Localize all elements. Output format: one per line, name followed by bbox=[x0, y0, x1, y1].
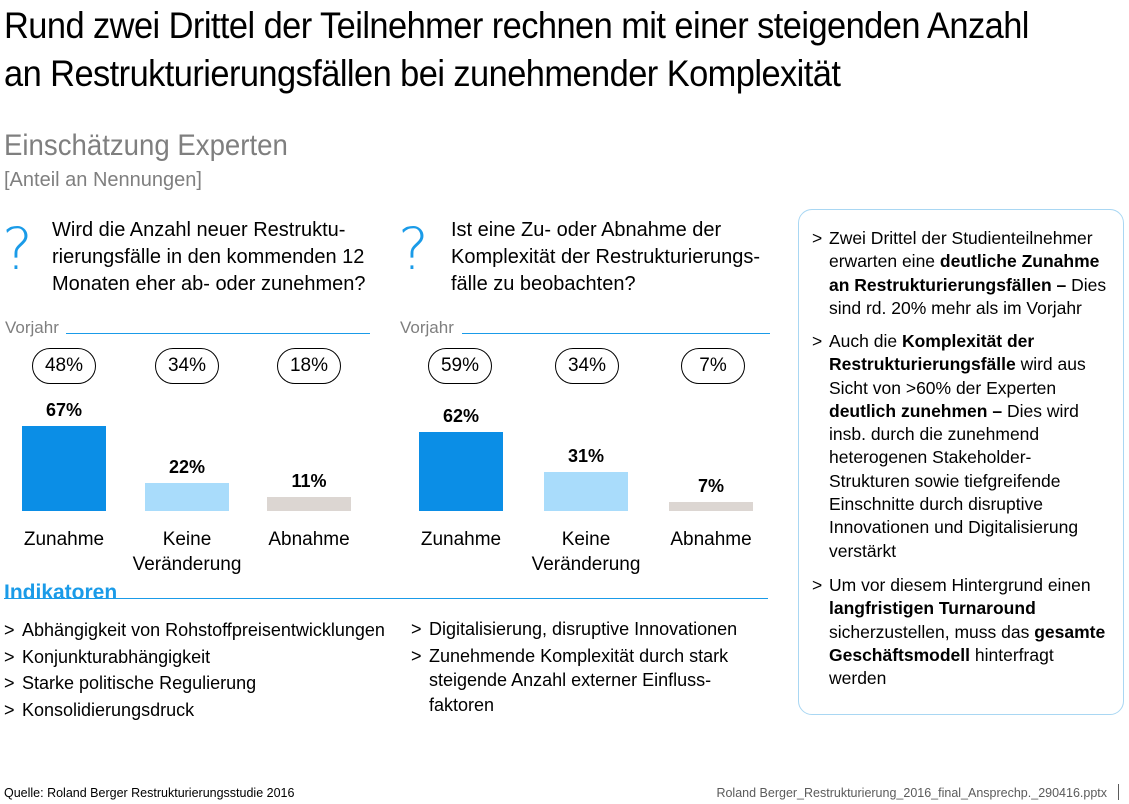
question-2-line: Ist eine Zu- oder Abnahme der bbox=[451, 219, 722, 241]
key-finding-text: Auch die Komplexität der Restrukturierun… bbox=[829, 331, 1086, 561]
body-text: sicherzustellen, muss das bbox=[829, 621, 1035, 642]
previous-year-pill: 7% bbox=[681, 348, 745, 384]
bar-value-label: 31% bbox=[567, 446, 605, 466]
previous-year-pill: 48% bbox=[32, 348, 96, 384]
body-text: Dies sind rd. 20% mehr als im Vorjahr bbox=[829, 274, 1107, 318]
indicator-item: Starke politische Regulierung bbox=[4, 670, 394, 697]
category-label: Zunahme bbox=[0, 527, 129, 552]
emphasis-text: gesamte Geschäftsmodell bbox=[829, 621, 1106, 665]
previous-year-rule bbox=[462, 333, 770, 334]
category-label: Keine Veränderung bbox=[122, 527, 252, 577]
body-text: wird aus Sicht von >60% der Experten bbox=[829, 354, 1086, 398]
indicators-list-right: Digitalisierung, disruptive Innovationen… bbox=[411, 617, 751, 717]
key-finding-text: Um vor diesem Hintergrund einen langfris… bbox=[829, 575, 1105, 688]
key-finding-text: Zwei Drittel der Studienteilnehmer erwar… bbox=[829, 228, 1106, 318]
emphasis-text: Komplexität der Restrukturierungsfälle bbox=[829, 331, 1035, 375]
bullet-marker: > bbox=[812, 228, 823, 248]
body-text: hinterfragt werden bbox=[829, 644, 1054, 689]
question-1-line: Wird die Anzahl neuer Restruktu- bbox=[52, 219, 346, 241]
body-text: Zwei Drittel der Studienteilnehmer erwar… bbox=[829, 228, 1093, 272]
previous-year-label: Vorjahr bbox=[400, 318, 454, 337]
emphasis-text: deutliche Zunahme an Restrukturierungsfä… bbox=[829, 251, 1100, 295]
previous-year-pill: 59% bbox=[428, 348, 492, 384]
category-label-line: Keine bbox=[561, 529, 611, 550]
bar-value-label: 62% bbox=[442, 406, 480, 426]
previous-year-pill: 34% bbox=[155, 348, 219, 384]
category-label-line: Zunahme bbox=[23, 529, 105, 550]
bullet-marker: > bbox=[812, 575, 823, 595]
indicator-item: Digitalisierung, disruptive Innovationen bbox=[411, 617, 751, 642]
emphasis-text: deutlich zunehmen – bbox=[829, 400, 1007, 421]
key-findings-box bbox=[798, 209, 1124, 715]
category-label: Abnahme bbox=[244, 527, 374, 552]
category-label: Abnahme bbox=[646, 527, 776, 552]
category-label: Zunahme bbox=[396, 527, 526, 552]
unit-label: [Anteil an Nennungen] bbox=[4, 169, 202, 191]
previous-year-pill: 18% bbox=[277, 348, 341, 384]
key-finding-item: > Auch die Komplexität der Restrukturier… bbox=[812, 330, 1112, 563]
bar-keine-veraenderung bbox=[145, 483, 229, 511]
category-label-line: Veränderung bbox=[531, 554, 641, 575]
category-label-line: Abnahme bbox=[268, 529, 350, 550]
question-2: Ist eine Zu- oder Abnahme der Komplexitä… bbox=[451, 217, 760, 298]
body-text: Um vor diesem Hintergrund einen bbox=[829, 575, 1091, 595]
question-mark-icon: ? bbox=[2, 215, 33, 283]
previous-year-rule bbox=[66, 333, 370, 334]
key-finding-item: > Zwei Drittel der Studienteilnehmer erw… bbox=[812, 227, 1112, 320]
footer-divider bbox=[1118, 784, 1119, 800]
bar-zunahme bbox=[419, 432, 503, 511]
category-label-line: Veränderung bbox=[132, 554, 242, 575]
body-text: Dies wird insb. durch die zunehmend hete… bbox=[829, 400, 1079, 561]
body-text: Auch die bbox=[829, 331, 902, 351]
bar-value-label: 22% bbox=[168, 457, 206, 477]
page-title: Rund zwei Drittel der Teilnehmer rechnen… bbox=[4, 5, 1029, 94]
category-label-line: Keine bbox=[162, 529, 212, 550]
question-mark-icon: ? bbox=[398, 215, 429, 283]
indicators-title: Indikatoren bbox=[4, 581, 118, 604]
category-label: Keine Veränderung bbox=[521, 527, 651, 577]
previous-year-pill: 34% bbox=[555, 348, 619, 384]
bar-keine-veraenderung bbox=[544, 472, 628, 511]
indicator-item: Zunehmende Komplexität durch stark steig… bbox=[411, 644, 751, 718]
page-subtitle: Einschätzung Experten bbox=[4, 129, 288, 162]
indicator-item: Konsolidierungsdruck bbox=[4, 697, 394, 724]
bar-abnahme bbox=[267, 497, 351, 511]
key-finding-item: > Um vor diesem Hintergrund einen langfr… bbox=[812, 574, 1112, 690]
question-2-line: fälle zu beobachten? bbox=[451, 273, 636, 295]
source-note: Quelle: Roland Berger Restrukturierungss… bbox=[4, 786, 295, 800]
question-1: Wird die Anzahl neuer Restruktu- rierung… bbox=[52, 217, 366, 298]
previous-year-label: Vorjahr bbox=[5, 318, 59, 337]
indicator-item: Abhängigkeit von Rohstoffpreisentwicklun… bbox=[4, 617, 394, 644]
indicators-rule bbox=[4, 598, 768, 599]
bullet-marker: > bbox=[812, 331, 823, 351]
bar-abnahme bbox=[669, 502, 753, 511]
question-1-line: rierungsfälle in den kommenden 12 bbox=[52, 246, 365, 268]
emphasis-text: langfristigen Turnaround bbox=[829, 598, 1036, 619]
indicators-list-left: Abhängigkeit von Rohstoffpreisentwicklun… bbox=[4, 617, 394, 723]
question-1-line: Monaten eher ab- oder zunehmen? bbox=[52, 273, 366, 295]
bar-value-label: 67% bbox=[45, 400, 83, 420]
category-label-line: Zunahme bbox=[420, 529, 502, 550]
bar-value-label: 11% bbox=[291, 471, 327, 491]
question-2-line: Komplexität der Restrukturierungs- bbox=[451, 246, 761, 268]
category-label-line: Abnahme bbox=[670, 529, 752, 550]
bar-zunahme bbox=[22, 426, 106, 511]
file-name: Roland Berger_Restrukturierung_2016_fina… bbox=[716, 786, 1107, 800]
indicator-item: Konjunkturabhängigkeit bbox=[4, 644, 394, 671]
bar-value-label: 7% bbox=[697, 476, 724, 496]
